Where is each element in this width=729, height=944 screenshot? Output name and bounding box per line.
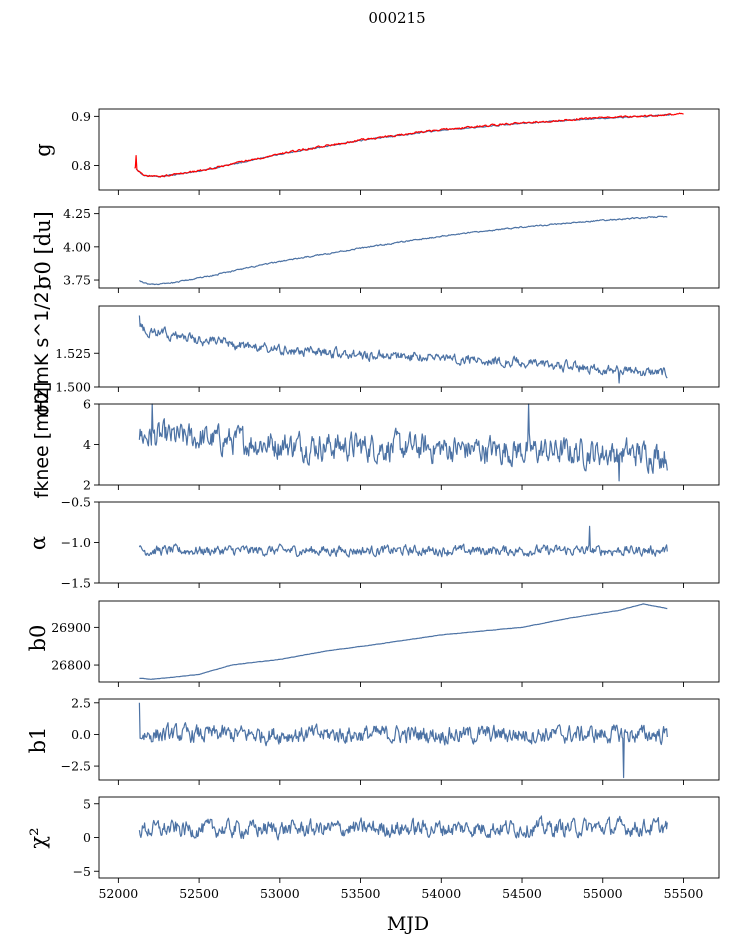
series-line-1 <box>139 215 668 286</box>
y-tick-label: −0.5 <box>61 495 91 510</box>
y-tick-label: 0 <box>83 830 91 845</box>
panels: 0.8 0.9 g 3.75 4.00 4.25 σ0 [du] 1.500 1.525σ0[m… <box>26 108 720 901</box>
axes-frame <box>98 698 720 781</box>
y-tick-label: 1.500 <box>55 380 91 395</box>
panel-1: 0.8 0.9 g <box>31 108 720 195</box>
x-tick-label: 52500 <box>179 886 219 901</box>
y-tick-label: 2.5 <box>71 695 91 710</box>
y-tick-label: −1.0 <box>61 535 91 550</box>
y-axis-label: g <box>31 143 55 156</box>
panel-7: −2.5 0.0 2.5 b1 <box>26 695 720 785</box>
series-line-1 <box>138 403 668 482</box>
axes-frame <box>98 501 720 584</box>
series-line-1 <box>139 603 668 680</box>
y-axis-label: b0 <box>26 625 50 652</box>
axes-frame <box>98 796 720 879</box>
panel-8: −5 0 5 52000 52500 53000 53500 54000 54500 55000 5… <box>26 796 720 901</box>
panel-4: 2 4 6 fknee [mHz] <box>31 382 720 499</box>
axes-frame <box>98 206 720 289</box>
y-tick-label: 26800 <box>51 658 91 673</box>
figure-title: 000215 <box>368 9 425 27</box>
y-axis-label: b1 <box>26 727 50 754</box>
y-tick-label: 0.8 <box>71 158 91 173</box>
series-line-2 <box>134 112 684 178</box>
y-tick-label: 4.25 <box>63 206 91 221</box>
axes-frame <box>98 305 720 388</box>
x-axis-label: MJD <box>387 913 429 935</box>
series-line-1 <box>138 315 668 384</box>
y-axis-label: fknee [mHz] <box>31 382 53 499</box>
y-axis-label: σ0[mK s^1/2] <box>31 284 53 416</box>
y-tick-label: −2.5 <box>61 759 91 774</box>
panel-2: 3.75 4.00 4.25 σ0 [du] <box>31 206 720 293</box>
series-line-1 <box>138 525 668 558</box>
y-tick-label: −5 <box>73 864 91 879</box>
x-tick-label: 54500 <box>502 886 542 901</box>
axes-frame <box>98 600 720 683</box>
y-axis-label: σ0 [du] <box>31 211 55 289</box>
x-tick-label: 53000 <box>260 886 300 901</box>
y-tick-label: 0.9 <box>71 109 91 124</box>
series-line-1 <box>138 702 668 779</box>
y-tick-label: 3.75 <box>63 273 91 288</box>
y-axis-label: χ² <box>26 827 50 848</box>
y-tick-label: 4 <box>83 437 91 452</box>
x-tick-label: 53500 <box>341 886 381 901</box>
y-tick-label: 0.0 <box>71 727 91 742</box>
y-tick-label: −1.5 <box>61 576 91 591</box>
y-tick-label: 5 <box>83 796 91 811</box>
panel-5: −1.5 −1.0 −0.5 α <box>26 495 720 591</box>
x-tick-label: 55500 <box>664 886 704 901</box>
series-line-1 <box>138 815 668 841</box>
y-tick-label: 2 <box>83 478 91 493</box>
y-tick-label: 26900 <box>51 620 91 635</box>
y-tick-label: 4.00 <box>63 239 91 254</box>
axes-frame <box>98 108 720 191</box>
y-tick-label: 1.525 <box>55 346 91 361</box>
x-tick-label: 54000 <box>421 886 461 901</box>
x-tick-label: 55000 <box>583 886 623 901</box>
y-axis-label: α <box>26 536 50 550</box>
y-tick-label: 6 <box>83 397 91 412</box>
x-tick-label: 52000 <box>98 886 138 901</box>
